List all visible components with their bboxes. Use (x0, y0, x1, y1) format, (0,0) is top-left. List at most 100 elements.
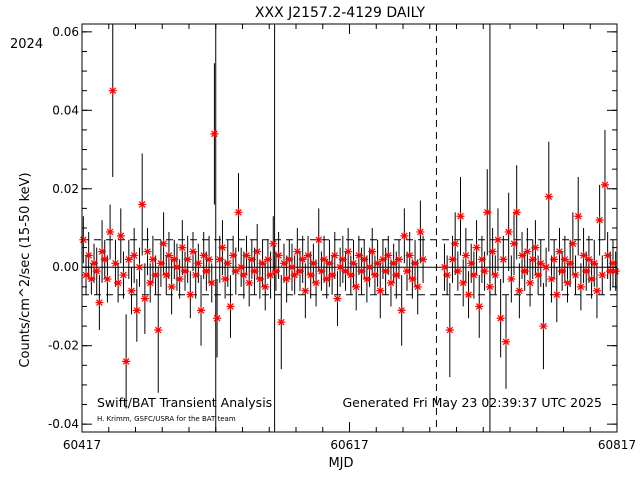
data-point (258, 259, 267, 268)
data-point (397, 306, 406, 315)
data-point (608, 259, 617, 268)
data-point (108, 86, 117, 95)
data-point (151, 271, 160, 280)
data-point (314, 235, 323, 244)
data-point (279, 259, 288, 268)
y-tick-label: -0.02 (48, 339, 79, 353)
x-tick-label: 60617 (330, 438, 368, 452)
data-point (568, 239, 577, 248)
data-point (82, 271, 91, 280)
data-point (403, 267, 412, 276)
data-point (459, 278, 468, 287)
data-point (296, 267, 305, 276)
data-point (293, 247, 302, 256)
data-point (352, 282, 361, 291)
data-point (79, 235, 88, 244)
data-point (322, 275, 331, 283)
data-point (301, 286, 310, 295)
data-point (416, 227, 425, 236)
data-point (368, 247, 377, 256)
data-point (464, 290, 473, 299)
data-point (127, 286, 136, 295)
data-point (231, 267, 240, 276)
data-point (354, 251, 363, 260)
data-point (304, 251, 313, 260)
data-point (536, 259, 545, 268)
data-point (338, 255, 347, 264)
data-point (255, 275, 264, 283)
data-point (496, 314, 505, 323)
data-point (194, 259, 203, 268)
data-point (405, 251, 414, 260)
data-point (408, 275, 417, 283)
data-point (87, 275, 96, 283)
data-point (566, 259, 575, 268)
data-point (215, 255, 224, 264)
data-point (175, 275, 184, 283)
data-point (178, 243, 187, 252)
data-point (330, 251, 339, 260)
data-point (207, 278, 216, 287)
data-point (501, 337, 510, 346)
data-point (603, 251, 612, 260)
data-point (130, 251, 139, 260)
data-point (360, 255, 369, 264)
data-point (558, 267, 567, 276)
data-point (333, 294, 342, 303)
data-markers (79, 86, 620, 366)
data-point (159, 239, 168, 248)
data-point (199, 251, 208, 260)
data-point (598, 271, 607, 280)
data-point (346, 271, 355, 280)
data-point (271, 267, 280, 276)
data-point (103, 275, 112, 283)
data-point (411, 259, 420, 268)
data-point (373, 259, 382, 268)
data-point (552, 290, 561, 299)
data-point (539, 322, 548, 331)
data-point (172, 263, 181, 272)
data-point (488, 247, 497, 256)
data-point (555, 247, 564, 256)
data-point (114, 278, 123, 287)
data-point (287, 263, 296, 272)
data-point (223, 259, 232, 268)
data-point (600, 180, 609, 189)
data-point (443, 271, 452, 280)
y-tick-label: 0.06 (52, 25, 79, 39)
data-point (376, 286, 385, 295)
data-point (205, 255, 214, 264)
data-point (595, 216, 604, 225)
data-point (507, 275, 516, 283)
data-point (550, 255, 559, 264)
data-point (306, 271, 315, 280)
chart-title: XXX J2157.2-4129 DAILY (255, 5, 426, 21)
data-point (239, 271, 248, 280)
data-point (290, 271, 299, 280)
data-point (226, 302, 235, 311)
data-point (413, 282, 422, 291)
data-point (365, 263, 374, 272)
x-tick-label: 60817 (598, 438, 636, 452)
data-point (378, 255, 387, 264)
data-point (253, 247, 262, 256)
plot-frame (81, 23, 618, 433)
data-point (263, 255, 272, 264)
data-point (221, 275, 230, 283)
data-point (344, 247, 353, 256)
data-point (467, 259, 476, 268)
data-point (328, 271, 337, 280)
data-point (274, 251, 283, 260)
data-point (590, 259, 599, 268)
data-point (547, 275, 556, 283)
data-point (250, 267, 259, 276)
data-point (186, 290, 195, 299)
data-point (512, 208, 521, 217)
footer-analysis-label: Swift/BAT Transient Analysis (97, 395, 272, 410)
data-point (542, 263, 551, 272)
data-point (518, 251, 527, 260)
data-point (325, 259, 334, 268)
data-point (336, 263, 345, 272)
data-point (210, 129, 219, 138)
